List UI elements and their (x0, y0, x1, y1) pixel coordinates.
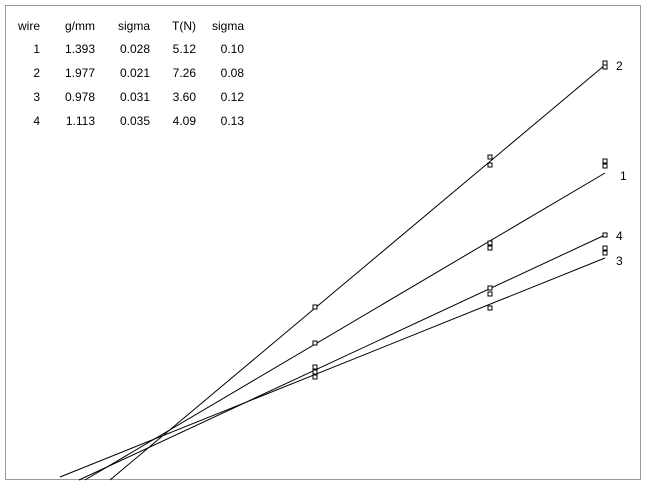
frame (5, 5, 641, 480)
curve-label: 2 (616, 59, 623, 73)
table-cell: 1.113 (66, 114, 95, 128)
table-cell: 1.393 (65, 42, 95, 56)
point (487, 285, 493, 291)
table-cell: 1 (33, 42, 40, 56)
curve-label: 3 (616, 254, 623, 268)
table-cell: 0.978 (65, 90, 95, 104)
table-cell: 0.021 (120, 66, 150, 80)
table-cell: 0.13 (221, 114, 245, 128)
points (312, 60, 608, 380)
point (487, 291, 493, 297)
point (487, 305, 493, 311)
table-cell: 4.09 (173, 114, 197, 128)
point (602, 232, 608, 238)
table-cell: 4 (33, 114, 40, 128)
table-cell: 7.26 (173, 66, 197, 80)
point (487, 245, 493, 251)
table-cell: 0.031 (120, 90, 150, 104)
table-header: g/mm (65, 19, 95, 33)
curve-3 (59, 257, 606, 478)
point (312, 304, 318, 310)
point (312, 340, 318, 346)
table-cell: 0.12 (221, 90, 245, 104)
point (602, 60, 608, 66)
curve-4 (78, 234, 606, 481)
curve-1 (84, 172, 606, 481)
point (602, 64, 608, 70)
point (487, 162, 493, 168)
point (312, 374, 318, 380)
table-header: sigma (118, 19, 150, 33)
point (602, 250, 608, 256)
table-cell: 0.028 (120, 42, 150, 56)
curve-label: 1 (620, 169, 627, 183)
table-cell: 0.08 (221, 66, 245, 80)
point (312, 369, 318, 375)
point (602, 245, 608, 251)
point (602, 163, 608, 169)
point (602, 158, 608, 164)
table-cell: 3.60 (173, 90, 197, 104)
point (487, 154, 493, 160)
table-header: T(N) (172, 19, 196, 33)
curves (59, 64, 606, 481)
point (312, 364, 318, 370)
curve-2 (109, 64, 606, 481)
table-cell: 3 (33, 90, 40, 104)
table-cell: 5.12 (173, 42, 197, 56)
table-cell: 1.977 (65, 66, 95, 80)
table-header: sigma (212, 19, 244, 33)
table-cell: 2 (33, 66, 40, 80)
table-cell: 0.035 (120, 114, 150, 128)
point (487, 240, 493, 246)
table-cell: 0.10 (221, 42, 245, 56)
curve-label: 4 (616, 229, 623, 243)
table-header: wire (17, 19, 40, 33)
